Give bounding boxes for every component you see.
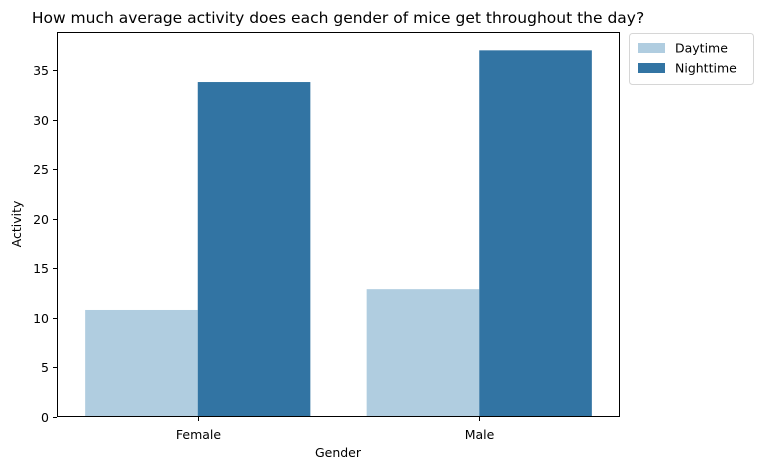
bar-daytime-male bbox=[366, 289, 480, 417]
x-axis-label: Gender bbox=[315, 445, 362, 460]
bar-nighttime-male bbox=[479, 50, 592, 417]
x-axis: Female Male bbox=[176, 417, 495, 442]
y-tick-label: 0 bbox=[41, 410, 49, 425]
y-tick-label: 25 bbox=[33, 162, 49, 177]
bar-daytime-female bbox=[85, 309, 198, 417]
legend: Daytime Nighttime bbox=[629, 33, 754, 85]
legend-label-daytime: Daytime bbox=[675, 41, 728, 56]
bars-layer bbox=[85, 50, 592, 417]
chart-title: How much average activity does each gend… bbox=[32, 9, 644, 27]
legend-label-nighttime: Nighttime bbox=[675, 61, 737, 76]
legend-swatch-daytime bbox=[638, 43, 665, 53]
y-axis-label: Activity bbox=[9, 200, 24, 247]
y-tick-label: 15 bbox=[33, 261, 49, 276]
legend-swatch-nighttime bbox=[638, 63, 665, 73]
plot-frame bbox=[57, 32, 620, 417]
y-tick-label: 10 bbox=[33, 311, 49, 326]
y-tick-label: 30 bbox=[33, 113, 49, 128]
y-axis: 0 5 10 15 20 25 30 35 bbox=[33, 63, 57, 425]
x-tick-label-female: Female bbox=[176, 427, 222, 442]
x-tick-label-male: Male bbox=[465, 427, 495, 442]
y-tick-label: 35 bbox=[33, 63, 49, 78]
y-tick-label: 20 bbox=[33, 212, 49, 227]
y-tick-label: 5 bbox=[41, 360, 49, 375]
bar-nighttime-female bbox=[197, 82, 311, 417]
